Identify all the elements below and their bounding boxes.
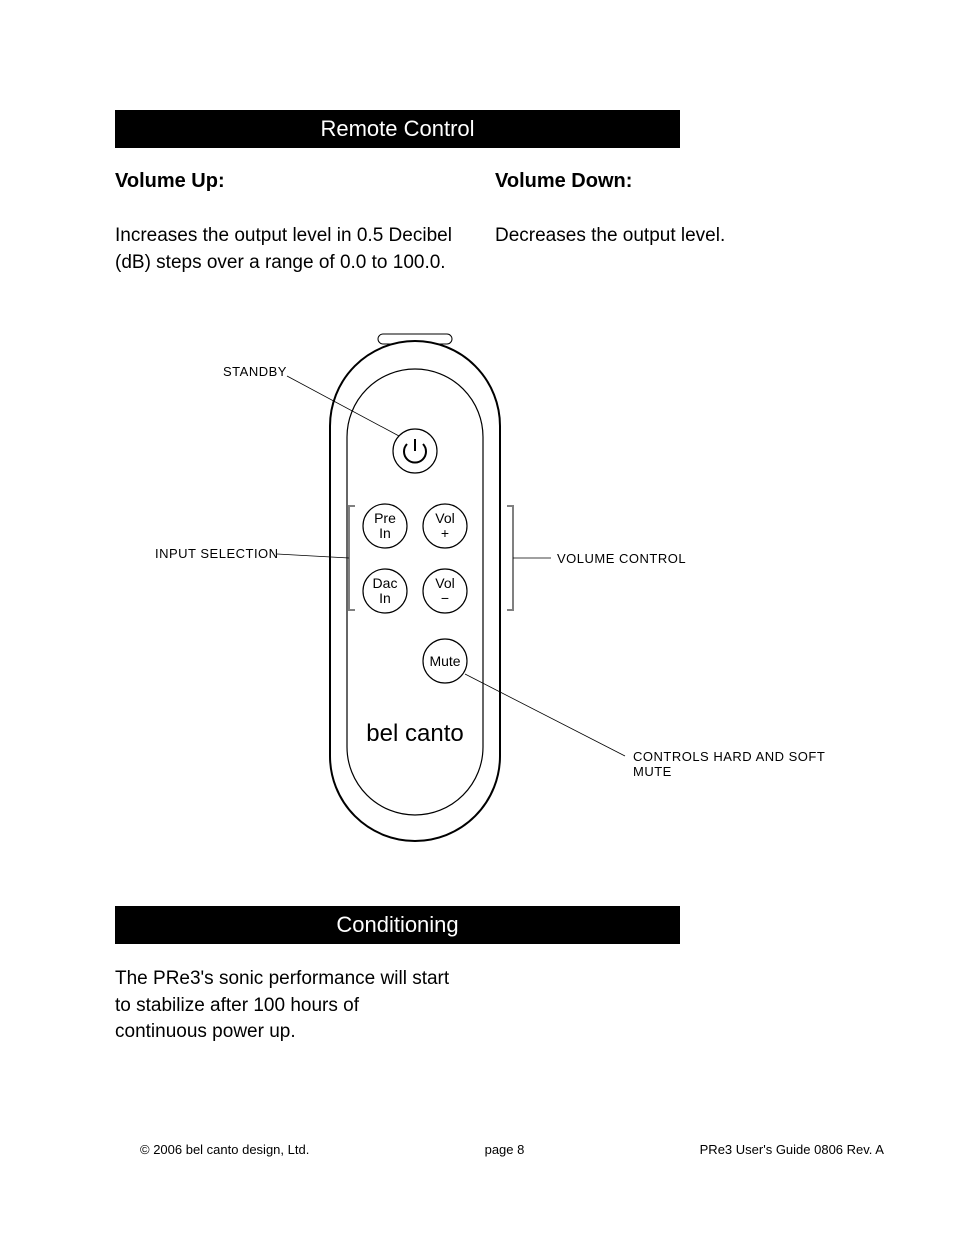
volume-up-title: Volume Up:	[115, 170, 455, 193]
footer-left: © 2006 bel canto design, Ltd.	[140, 1142, 309, 1157]
remote-diagram: Pre In Vol + Dac In Vol − Mu	[115, 316, 835, 896]
volume-up-body: Increases the output level in 0.5 Decibe…	[115, 223, 455, 276]
conditioning-body: The PRe3's sonic performance will start …	[115, 966, 455, 1046]
volume-callout: VOLUME CONTROL	[557, 551, 686, 566]
vol-up-label-1: Vol	[435, 510, 454, 526]
mute-callout: CONTROLS HARD AND SOFT MUTE	[633, 749, 835, 779]
footer-center: page 8	[485, 1142, 525, 1157]
volume-down-body: Decreases the output level.	[495, 223, 835, 250]
mute-label: Mute	[429, 653, 460, 669]
remote-svg: Pre In Vol + Dac In Vol − Mu	[115, 316, 835, 896]
volume-bracket	[507, 506, 513, 610]
pre-in-label-1: Pre	[374, 510, 396, 526]
vol-down-label-2: −	[441, 590, 449, 606]
pre-in-label-2: In	[379, 525, 391, 541]
standby-callout: STANDBY	[223, 364, 287, 379]
dac-in-label-1: Dac	[373, 575, 398, 591]
volume-up-column: Volume Up: Increases the output level in…	[115, 170, 455, 276]
vol-up-label-2: +	[441, 525, 449, 541]
volume-down-column: Volume Down: Decreases the output level.	[495, 170, 835, 276]
page-footer: © 2006 bel canto design, Ltd. page 8 PRe…	[140, 1142, 884, 1157]
footer-right: PRe3 User's Guide 0806 Rev. A	[700, 1142, 884, 1157]
dac-in-label-2: In	[379, 590, 391, 606]
brand-label: bel canto	[366, 720, 463, 747]
remote-outer-body	[330, 341, 500, 841]
page-content: Remote Control Volume Up: Increases the …	[115, 110, 835, 1046]
volume-columns: Volume Up: Increases the output level in…	[115, 170, 835, 276]
volume-down-title: Volume Down:	[495, 170, 835, 193]
vol-down-label-1: Vol	[435, 575, 454, 591]
input-callout: INPUT SELECTION	[155, 546, 279, 561]
conditioning-banner: Conditioning	[115, 906, 680, 944]
remote-control-banner: Remote Control	[115, 110, 680, 148]
